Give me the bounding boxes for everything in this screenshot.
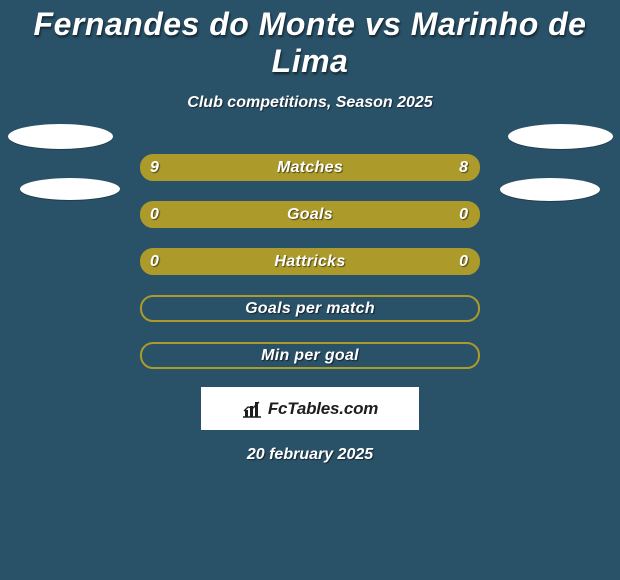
value-left: 0 bbox=[150, 201, 159, 228]
value-right: 8 bbox=[459, 154, 468, 181]
value-left: 9 bbox=[150, 154, 159, 181]
bar-label: Min per goal bbox=[142, 344, 478, 367]
comparison-row: Goals per match bbox=[0, 295, 620, 322]
comparison-bar: Hattricks bbox=[140, 248, 480, 275]
comparison-row: Goals0 0 bbox=[0, 201, 620, 228]
comparison-bar: Goals bbox=[140, 201, 480, 228]
page-title: Fernandes do Monte vs Marinho de Lima bbox=[0, 0, 620, 80]
bar-label: Hattricks bbox=[142, 250, 478, 273]
decorative-ellipse bbox=[508, 124, 613, 149]
bar-label: Matches bbox=[142, 156, 478, 179]
value-right: 0 bbox=[459, 248, 468, 275]
comparison-bar: Min per goal bbox=[140, 342, 480, 369]
comparison-row: Matches9 8 bbox=[0, 154, 620, 181]
comparison-bar: Matches bbox=[140, 154, 480, 181]
comparison-row: Hattricks0 0 bbox=[0, 248, 620, 275]
decorative-ellipse bbox=[20, 178, 120, 200]
chart-icon bbox=[242, 400, 262, 418]
comparison-row: Min per goal bbox=[0, 342, 620, 369]
decorative-ellipse bbox=[8, 124, 113, 149]
bar-label: Goals bbox=[142, 203, 478, 226]
brand-text: FcTables.com bbox=[268, 399, 378, 419]
bar-label: Goals per match bbox=[142, 297, 478, 320]
decorative-ellipse bbox=[500, 178, 600, 201]
snapshot-date: 20 february 2025 bbox=[0, 446, 620, 464]
value-right: 0 bbox=[459, 201, 468, 228]
comparison-bar: Goals per match bbox=[140, 295, 480, 322]
brand-badge: FcTables.com bbox=[201, 387, 419, 430]
value-left: 0 bbox=[150, 248, 159, 275]
page-subtitle: Club competitions, Season 2025 bbox=[0, 94, 620, 112]
